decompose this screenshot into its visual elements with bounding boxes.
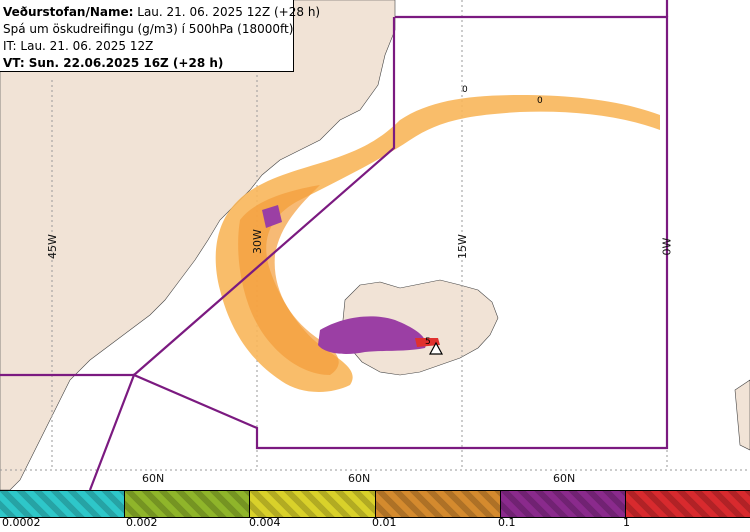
ash-plume-inner xyxy=(238,185,339,375)
greenland-landmass xyxy=(0,0,396,490)
colorbar-segment-1 xyxy=(0,491,126,517)
header-line-4: VT: Sun. 22.06.2025 16Z (+28 h) xyxy=(3,56,224,70)
scandinavia-landmass xyxy=(734,379,750,451)
colorbar-labels: 0.0002 0.002 0.004 0.01 0.1 1 xyxy=(0,516,750,532)
colorbar-label: 0.1 xyxy=(498,516,516,529)
volcano-icon xyxy=(428,341,444,355)
contour-label: 0 xyxy=(537,96,543,106)
colorbar-label: 0.002 xyxy=(126,516,158,529)
lon-label-45w: 45W xyxy=(45,234,59,259)
ash-plume-orange xyxy=(215,95,660,392)
iceland-landmass xyxy=(341,279,499,376)
ash-concentration-colorbar xyxy=(0,490,750,518)
forecast-info-panel: Veðurstofan/Name: Lau. 21. 06. 2025 12Z … xyxy=(0,0,321,72)
colorbar-segment-6 xyxy=(625,491,750,517)
lat-label-60n: 60N xyxy=(348,472,371,485)
ash-plume-red xyxy=(415,338,440,347)
header-line-3: IT: Lau. 21. 06. 2025 12Z xyxy=(3,39,154,53)
ash-plume-purple-small xyxy=(262,205,282,228)
lon-label-30w: 30W xyxy=(250,229,264,254)
contour-label: 5 xyxy=(425,337,431,347)
lon-label-15w: 15W xyxy=(455,234,469,259)
contour-label: 0 xyxy=(462,85,468,95)
fir-boundary-west xyxy=(0,17,396,377)
colorbar-segment-3 xyxy=(250,491,376,517)
colorbar-label: 0.004 xyxy=(249,516,281,529)
colorbar-label: 0.01 xyxy=(372,516,397,529)
colorbar-segment-5 xyxy=(500,491,626,517)
colorbar-label: 0.0002 xyxy=(2,516,41,529)
lat-label-60n: 60N xyxy=(553,472,576,485)
ash-plume-purple xyxy=(318,316,426,354)
colorbar-label: 1 xyxy=(623,516,630,529)
map-canvas: 0 0 5 xyxy=(0,0,750,490)
lon-label-0w: 0W xyxy=(660,237,674,256)
lat-label-60n: 60N xyxy=(142,472,165,485)
colorbar-segment-4 xyxy=(375,491,501,517)
colorbar-segment-2 xyxy=(125,491,251,517)
header-line-2: Spá um öskudreifingu (g/m3) í 500hPa (18… xyxy=(3,22,294,36)
header-line-1: Veðurstofan/Name: Lau. 21. 06. 2025 12Z … xyxy=(3,5,321,19)
